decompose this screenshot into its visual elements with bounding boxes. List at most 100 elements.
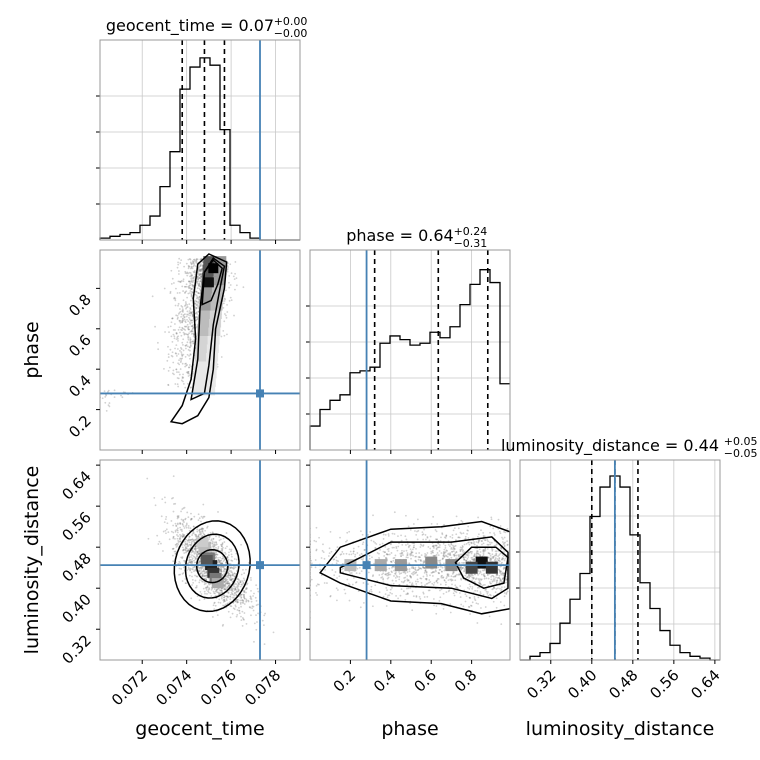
sample-point: [503, 542, 506, 545]
sample-point: [181, 285, 184, 288]
title-text: geocent_time = 0.07: [106, 16, 274, 36]
sample-point: [220, 589, 222, 592]
sample-point: [230, 566, 233, 569]
sample-point: [188, 560, 191, 562]
sample-point: [245, 568, 247, 571]
sample-point: [502, 577, 504, 580]
sample-point: [193, 561, 196, 564]
x-axis-label-phase: phase: [381, 718, 438, 740]
sample-point: [215, 542, 218, 544]
sample-point: [196, 258, 199, 261]
sample-point: [445, 535, 448, 538]
sample-point: [196, 551, 199, 553]
sample-point: [454, 584, 457, 587]
sample-point: [474, 581, 477, 584]
sample-point: [191, 560, 194, 563]
sample-point: [185, 333, 188, 336]
sample-point: [236, 601, 239, 603]
sample-point: [501, 536, 503, 539]
sample-point: [434, 529, 437, 531]
sample-point: [459, 546, 462, 549]
sample-point: [223, 596, 225, 599]
sample-point: [361, 543, 364, 546]
sample-point: [421, 533, 424, 536]
sample-point: [182, 338, 185, 341]
sample-point: [493, 587, 496, 590]
sample-point: [496, 587, 499, 590]
sample-point: [193, 271, 196, 274]
sample-point: [191, 319, 194, 322]
sample-point: [386, 548, 389, 551]
sample-point: [503, 558, 505, 560]
sample-point: [231, 577, 234, 580]
sample-point: [229, 589, 231, 592]
sample-point: [415, 596, 418, 598]
sample-point: [182, 519, 184, 522]
sample-point: [420, 544, 423, 547]
sample-point: [239, 601, 242, 604]
sample-point: [197, 276, 199, 279]
sample-point: [472, 558, 475, 561]
sample-point: [229, 595, 232, 598]
sample-point: [235, 615, 238, 618]
sample-point: [220, 545, 223, 548]
sample-point: [190, 597, 193, 600]
sample-point: [165, 515, 168, 518]
sample-point: [499, 577, 501, 580]
sample-point: [485, 590, 488, 593]
sample-point: [167, 326, 170, 328]
sample-point: [170, 321, 173, 324]
sample-point: [182, 373, 184, 376]
sample-point: [452, 548, 454, 551]
sample-point: [188, 303, 191, 306]
sample-point: [455, 533, 458, 536]
sample-point: [197, 292, 200, 294]
sample-point: [189, 567, 192, 570]
sample-point: [505, 578, 508, 581]
sample-point: [446, 549, 449, 552]
sample-point: [412, 567, 415, 570]
sample-point: [458, 592, 461, 594]
sample-point: [458, 561, 461, 564]
sample-point: [176, 542, 178, 545]
sample-point: [431, 551, 434, 553]
sample-point: [323, 582, 326, 584]
sample-point: [191, 551, 194, 553]
sample-point: [417, 529, 420, 532]
sample-point: [225, 598, 228, 600]
sample-point: [452, 544, 454, 547]
sample-point: [410, 566, 413, 569]
sample-point: [186, 296, 189, 299]
sample-point: [486, 573, 489, 576]
sample-point: [395, 594, 397, 597]
sample-point: [172, 361, 175, 364]
sample-point: [185, 344, 187, 347]
sample-point: [230, 578, 233, 581]
sample-point: [474, 578, 477, 581]
sample-point: [198, 284, 201, 287]
sample-point: [208, 536, 211, 539]
sample-point: [232, 573, 235, 576]
sample-point: [189, 307, 192, 309]
sample-point: [218, 561, 221, 563]
sample-point: [461, 550, 464, 553]
sample-point: [189, 546, 192, 549]
sample-point: [449, 535, 452, 538]
sample-point: [190, 292, 193, 295]
sample-point: [188, 538, 190, 541]
sample-point: [200, 263, 202, 265]
sample-point: [223, 598, 226, 601]
sample-point: [198, 283, 201, 286]
sample-point: [355, 581, 358, 583]
sample-point: [430, 550, 433, 553]
sample-point: [217, 593, 220, 595]
sample-point: [466, 576, 469, 579]
sample-point: [393, 575, 395, 577]
sample-point: [506, 590, 509, 593]
sample-point: [225, 595, 228, 598]
sample-point: [202, 527, 205, 530]
sample-point: [315, 549, 318, 552]
sample-point: [192, 326, 195, 329]
sample-point: [226, 595, 229, 598]
sample-point: [172, 554, 174, 557]
